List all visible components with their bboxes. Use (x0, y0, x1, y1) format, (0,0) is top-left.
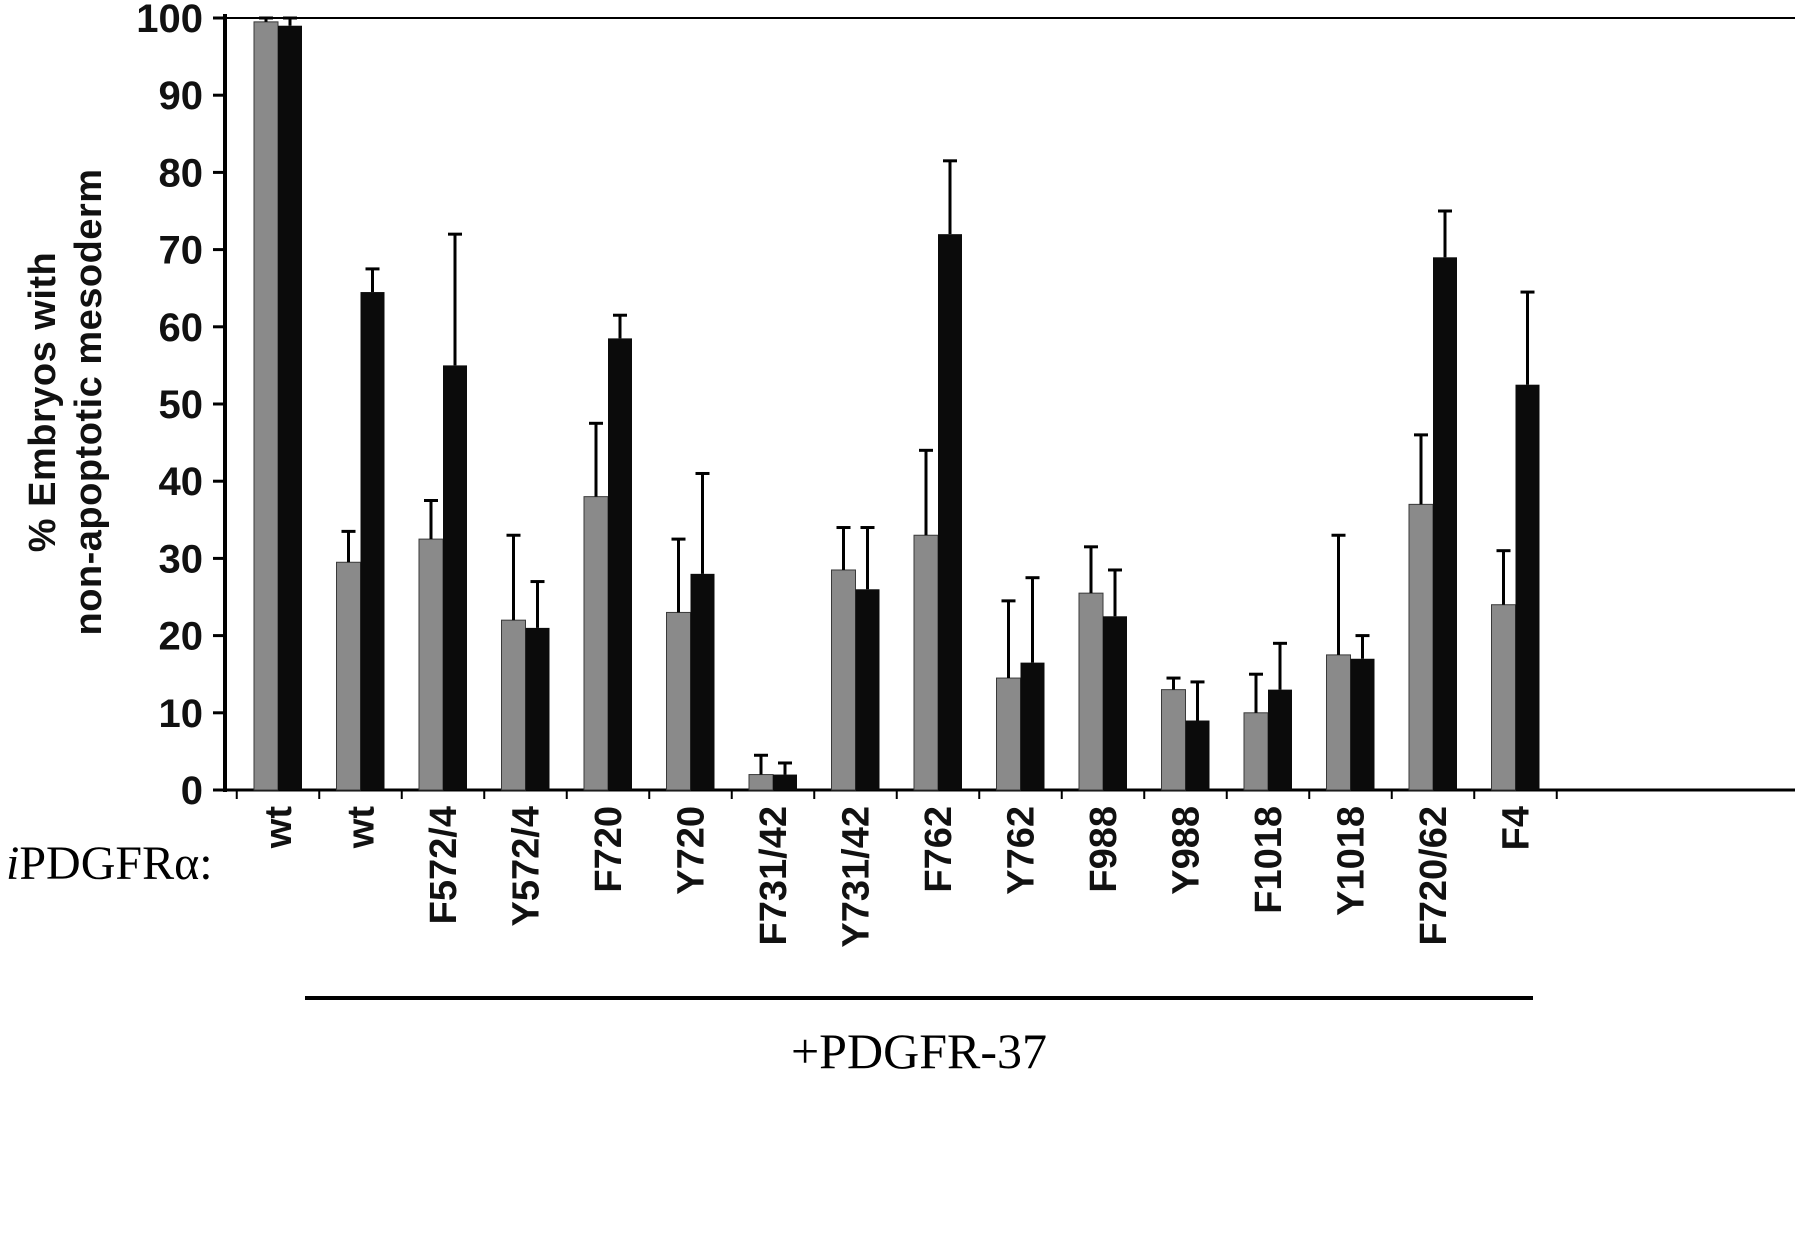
x-category-label: F720/62 (1413, 806, 1455, 945)
x-category-label: Y1018 (1331, 806, 1373, 916)
x-category-label: F731/42 (753, 806, 795, 945)
black-bar (1020, 662, 1045, 790)
x-category-label: F4 (1496, 806, 1538, 850)
gray-bar (666, 611, 691, 791)
black-bar (360, 292, 385, 790)
x-category-label: F988 (1083, 806, 1125, 893)
gray-bar (1161, 689, 1186, 791)
x-axis-prefix-text: PDGFRα: (19, 837, 213, 890)
x-category-label: F762 (918, 806, 960, 893)
y-axis-title: % Embryos with non-apoptotic mesoderm (20, 52, 116, 752)
y-tick-label: 100 (136, 0, 203, 41)
y-tick-label: 0 (181, 769, 203, 813)
y-axis-title-line-2: non-apoptotic mesoderm (68, 168, 110, 636)
black-bar (608, 338, 632, 790)
x-category-label: F720 (588, 806, 630, 893)
group-annotation-label: +PDGFR-37 (790, 1023, 1048, 1079)
x-axis-prefix-label: iPDGFRα: (6, 836, 221, 891)
gray-bar (1078, 592, 1104, 791)
gray-bar (418, 538, 444, 791)
black-bar (443, 365, 467, 790)
x-category-label: F572/4 (423, 806, 465, 924)
x-category-label: Y572/4 (506, 806, 548, 926)
black-bar (1433, 257, 1457, 790)
gray-bar (831, 569, 856, 791)
y-axis-title-line-1: % Embryos with (22, 251, 64, 553)
gray-bar (996, 677, 1021, 791)
gray-bar (583, 496, 609, 791)
y-tick-label: 80 (159, 151, 204, 195)
x-category-label: Y720 (671, 806, 713, 895)
x-category-label: Y988 (1166, 806, 1208, 895)
black-bar (690, 573, 715, 790)
y-tick-label: 60 (159, 306, 204, 350)
gray-bar (1491, 604, 1516, 791)
black-bar (1515, 384, 1540, 790)
black-bar (938, 234, 962, 790)
gray-bar (253, 21, 279, 791)
black-bar (525, 627, 550, 790)
x-category-label: Y762 (1001, 806, 1043, 895)
black-bar (1350, 658, 1375, 790)
group-annotation-underline (305, 996, 1533, 1000)
y-tick-label: 30 (159, 537, 204, 581)
black-bar (855, 589, 880, 790)
black-bar (1185, 720, 1210, 790)
y-tick-label: 90 (159, 74, 204, 118)
gray-bar (1326, 654, 1351, 791)
x-axis-prefix-italic: i (6, 837, 20, 890)
gray-bar (1243, 712, 1269, 791)
y-tick-label: 20 (159, 615, 204, 659)
y-tick-label: 50 (159, 383, 204, 427)
gray-bar (748, 774, 774, 791)
black-bar (1268, 689, 1292, 790)
black-bar (1103, 616, 1127, 790)
x-category-label: wt (258, 806, 300, 850)
y-tick-label: 10 (159, 692, 204, 736)
black-bar (278, 25, 302, 791)
x-category-label: Y731/42 (836, 806, 878, 948)
black-bar (773, 774, 797, 790)
gray-bar (913, 534, 939, 791)
gray-bar (1408, 503, 1434, 791)
gray-bar (501, 619, 526, 791)
y-tick-label: 40 (159, 460, 204, 504)
x-category-label: wt (341, 806, 383, 850)
y-tick-label: 70 (159, 229, 204, 273)
x-category-label: F1018 (1248, 806, 1290, 914)
gray-bar (336, 561, 361, 791)
